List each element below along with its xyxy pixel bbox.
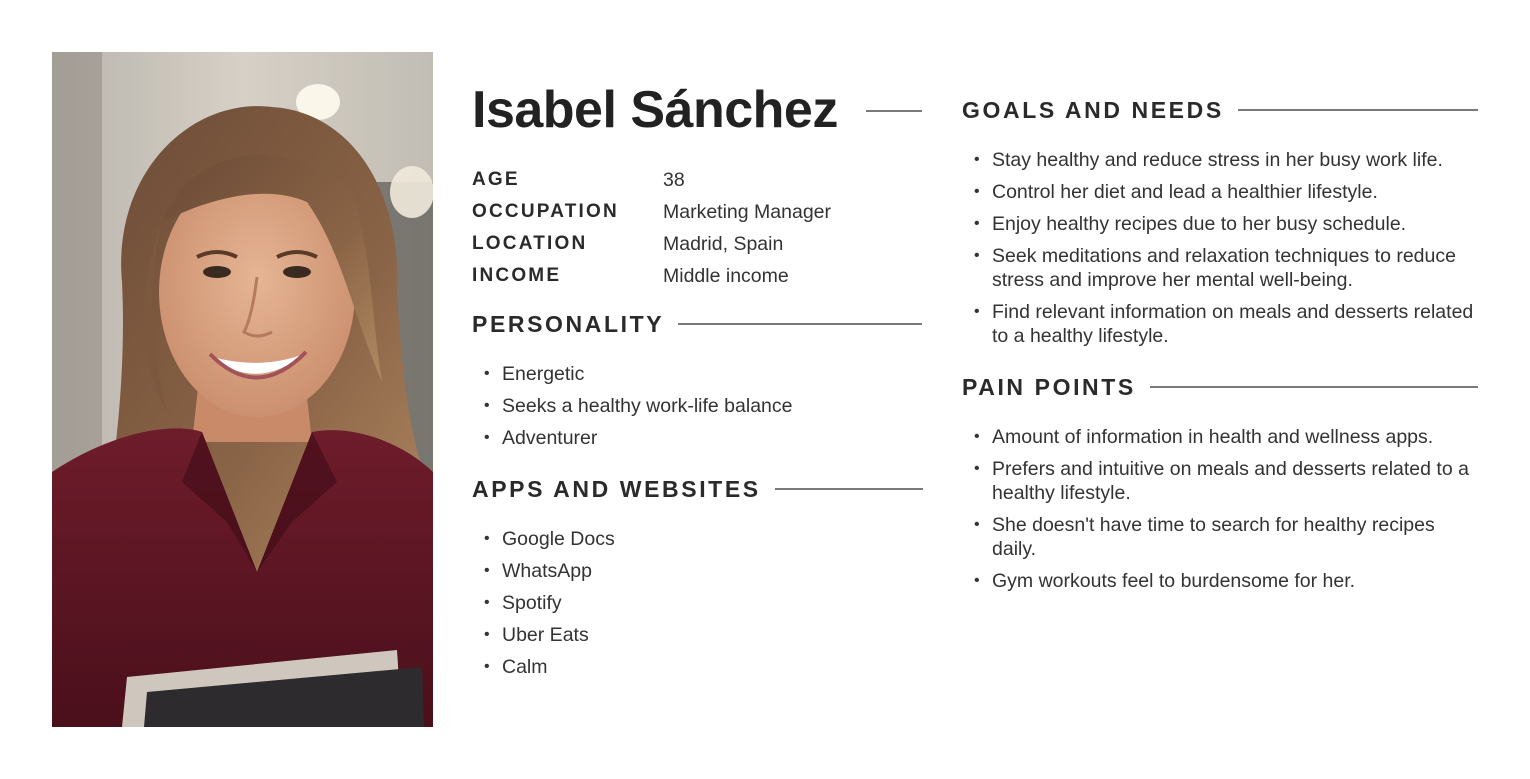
fact-row-age: AGE 38 [472, 164, 831, 196]
personality-list: Energetic Seeks a healthy work-life bala… [472, 362, 922, 458]
section-title: GOALS AND NEEDS [962, 96, 1224, 123]
fact-row-occupation: OCCUPATION Marketing Manager [472, 196, 831, 228]
list-item: Control her diet and lead a healthier li… [962, 180, 1482, 204]
list-item: Seek meditations and relaxation techniqu… [962, 244, 1482, 292]
apps-list: Google Docs WhatsApp Spotify Uber Eats C… [472, 527, 922, 687]
section-divider [678, 323, 922, 325]
pain-points-list: Amount of information in health and well… [962, 425, 1478, 601]
section-title: PAIN POINTS [962, 373, 1136, 400]
persona-facts: AGE 38 OCCUPATION Marketing Manager LOCA… [472, 164, 831, 292]
list-item: Prefers and intuitive on meals and desse… [962, 457, 1478, 505]
goals-list: Stay healthy and reduce stress in her bu… [962, 148, 1482, 356]
list-item: She doesn't have time to search for heal… [962, 513, 1478, 561]
list-item: Seeks a healthy work-life balance [472, 394, 922, 418]
list-item: Google Docs [472, 527, 922, 551]
section-title: PERSONALITY [472, 310, 665, 337]
list-item: Energetic [472, 362, 922, 386]
list-item: Stay healthy and reduce stress in her bu… [962, 148, 1482, 172]
list-item: Enjoy healthy recipes due to her busy sc… [962, 212, 1482, 236]
fact-label: AGE [472, 169, 520, 190]
section-title: APPS AND WEBSITES [472, 475, 761, 502]
fact-value: Marketing Manager [663, 200, 831, 223]
fact-row-location: LOCATION Madrid, Spain [472, 228, 831, 260]
goals-heading: GOALS AND NEEDS [962, 95, 1478, 125]
list-item: Uber Eats [472, 623, 922, 647]
persona-photo [52, 52, 433, 727]
name-divider [866, 110, 922, 112]
fact-row-income: INCOME Middle income [472, 260, 831, 292]
apps-heading: APPS AND WEBSITES [472, 474, 923, 504]
fact-value: 38 [663, 168, 685, 191]
list-item: Gym workouts feel to burdensome for her. [962, 569, 1478, 593]
list-item: Calm [472, 655, 922, 679]
persona-name: Isabel Sánchez [472, 81, 838, 139]
list-item: WhatsApp [472, 559, 922, 583]
pain-points-heading: PAIN POINTS [962, 372, 1478, 402]
fact-label: OCCUPATION [472, 201, 619, 222]
list-item: Find relevant information on meals and d… [962, 300, 1482, 348]
fact-label: INCOME [472, 265, 562, 286]
section-divider [774, 488, 923, 490]
list-item: Amount of information in health and well… [962, 425, 1478, 449]
list-item: Adventurer [472, 426, 922, 450]
list-item: Spotify [472, 591, 922, 615]
fact-label: LOCATION [472, 233, 588, 254]
section-divider [1149, 386, 1478, 388]
persona-portrait-image [52, 52, 433, 727]
fact-value: Madrid, Spain [663, 232, 784, 255]
section-divider [1237, 109, 1478, 111]
personality-heading: PERSONALITY [472, 309, 922, 339]
fact-value: Middle income [663, 264, 789, 287]
